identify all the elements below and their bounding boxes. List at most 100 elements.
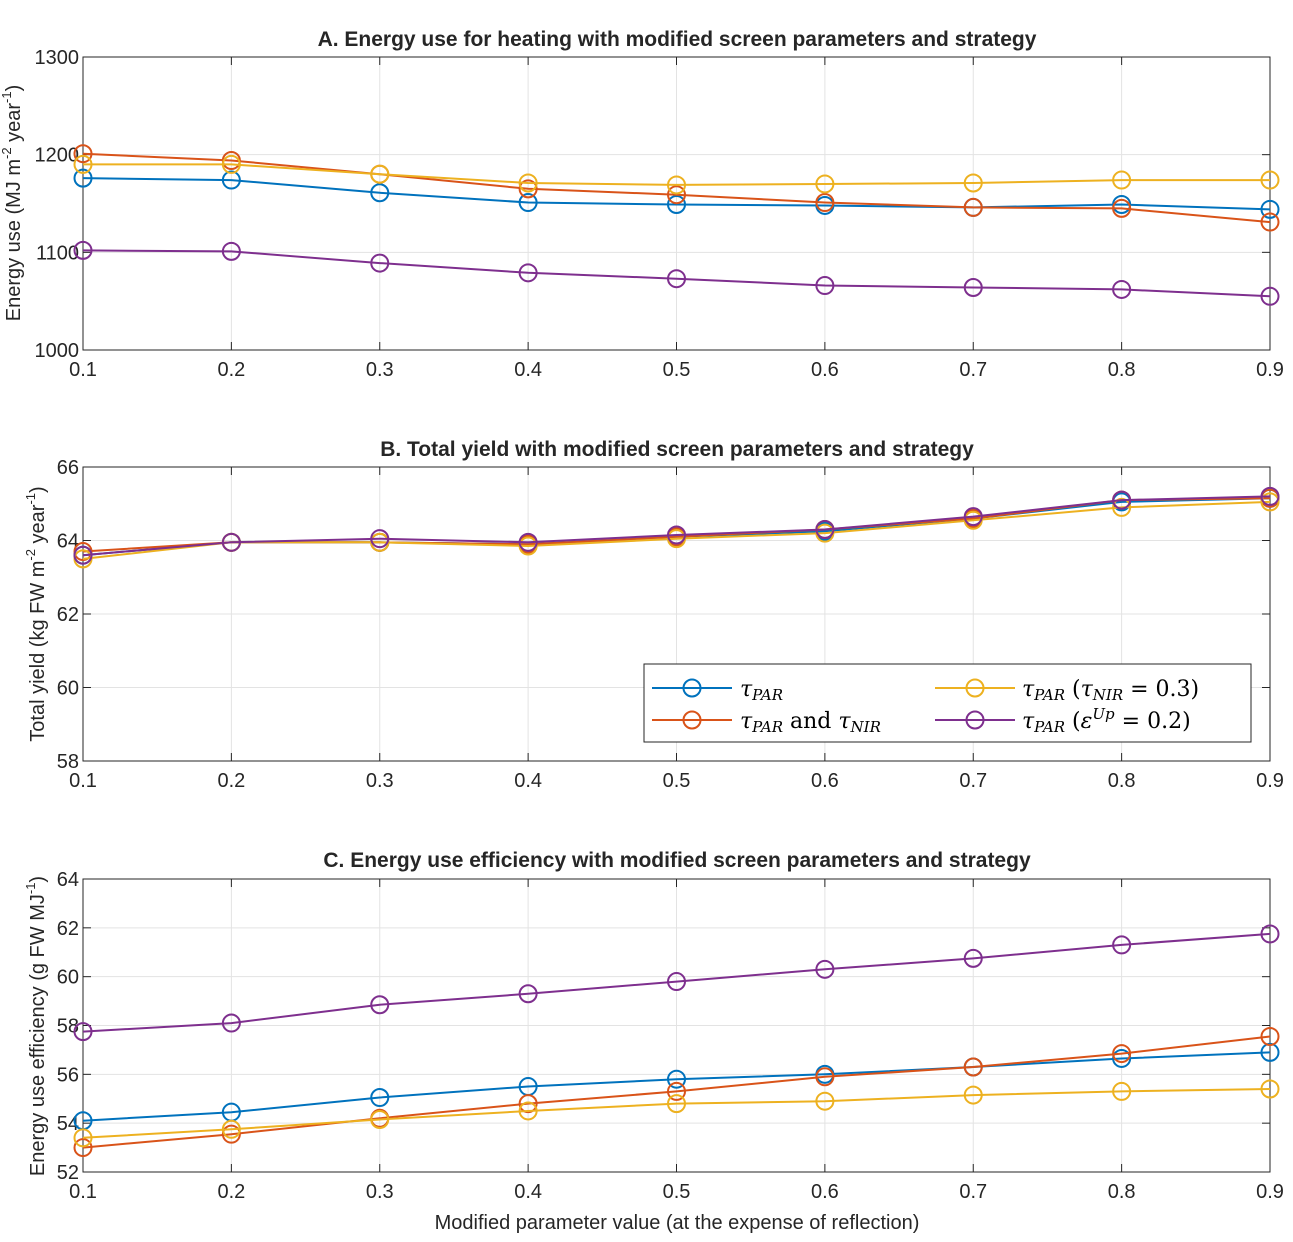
panel-a-x-tick-label: 0.1: [69, 359, 97, 381]
panel-a-point-tau-par-and-tau-nir: [73, 144, 93, 164]
panel-a-series-tau-par-eps-0-2: [73, 240, 1280, 306]
panel-a-x-tick-label: 0.8: [1108, 359, 1136, 381]
panel-c-point-tau-par-nir-0-3: [370, 1110, 390, 1130]
panel-a-point-tau-par-eps-0-2: [73, 240, 93, 260]
panel-b-point-tau-par-eps-0-2: [518, 532, 538, 552]
panel-a-point-tau-par: [667, 194, 686, 214]
panel-c-x-tick-label: 0.1: [69, 1181, 97, 1203]
panel-c-point-tau-par-and-tau-nir: [1260, 1026, 1280, 1046]
panel-b-x-tick-label: 0.5: [663, 770, 691, 792]
panel-a-point-tau-par-eps-0-2: [518, 263, 538, 283]
panel-c-line-tau-par-and-tau-nir: [82, 1035, 1271, 1149]
legend-box: [643, 663, 1252, 743]
panel-c-line-tau-par: [82, 1051, 1271, 1122]
legend-marker-tau-par-nir-0-3: [965, 678, 985, 698]
legend-marker-tau-par-eps-0-2: [965, 710, 985, 730]
panel-a-line-tau-par-eps-0-2: [82, 249, 1271, 298]
panel-c-point-tau-par-eps-0-2: [221, 1013, 241, 1033]
panel-a-point-tau-par-nir-0-3: [1112, 170, 1132, 190]
panel-a-x-tick-label: 0.7: [959, 359, 987, 381]
panel-a-y-axis-label: Energy use (MJ m-2 year-1): [0, 85, 25, 322]
panel-b-y-tick-label: 64: [57, 531, 79, 553]
panel-b-point-tau-par-nir-0-3: [1112, 497, 1132, 517]
panel-a-point-tau-par-nir-0-3: [73, 154, 93, 174]
panel-b-point-tau-par-eps-0-2: [370, 529, 390, 549]
panel-c-point-tau-par-and-tau-nir: [221, 1124, 241, 1144]
panel-b-point-tau-par-eps-0-2: [1260, 486, 1280, 506]
panel-c-y-tick-label: 62: [57, 918, 79, 940]
panel-c-y-tick-label: 56: [57, 1064, 79, 1086]
panel-c-y-tick-label: 60: [57, 967, 79, 989]
panel-b-point-tau-par-eps-0-2: [1112, 490, 1132, 510]
panel-b-line-tau-par-eps-0-2: [82, 495, 1271, 557]
panel-a-point-tau-par: [73, 168, 93, 188]
panel-a-point-tau-par: [518, 193, 538, 213]
panel-a-point-tau-par-nir-0-3: [815, 174, 835, 194]
panel-b-title: B. Total yield with modified screen para…: [380, 438, 974, 461]
panel-a-title: A. Energy use for heating with modified …: [318, 28, 1037, 51]
panel-c-point-tau-par-nir-0-3: [963, 1085, 983, 1105]
panel-a-y-tick-label: 1300: [35, 47, 80, 69]
panel-a-x-tick-label: 0.3: [366, 359, 394, 381]
panel-c-point-tau-par-and-tau-nir: [1112, 1044, 1132, 1064]
panel-a-point-tau-par: [221, 170, 241, 190]
panel-a-point-tau-par: [1260, 199, 1280, 219]
panel-c-point-tau-par-eps-0-2: [1260, 924, 1280, 944]
panel-c-y-tick-label: 54: [57, 1113, 79, 1135]
panel-c-point-tau-par-and-tau-nir: [73, 1138, 93, 1158]
panel-c-point-tau-par: [667, 1069, 686, 1089]
panel-a-point-tau-par-nir-0-3: [1260, 170, 1280, 190]
panel-a-series-tau-par-nir-0-3: [73, 154, 1280, 195]
panel-a-point-tau-par-eps-0-2: [370, 253, 390, 273]
panel-a-y-tick-label: 1100: [36, 242, 79, 264]
legend-marker-tau-par-and-tau-nir: [682, 710, 702, 730]
panel-c-point-tau-par-nir-0-3: [1260, 1079, 1280, 1099]
panel-a-y-tick-label: 1200: [35, 145, 80, 167]
panel-b-x-tick-label: 0.8: [1108, 770, 1136, 792]
panel-b-line-tau-par-nir-0-3: [82, 500, 1271, 560]
panel-a-point-tau-par-eps-0-2: [963, 277, 983, 297]
panel-a-x-tick-label: 0.2: [217, 359, 245, 381]
panel-b-x-tick-label: 0.9: [1256, 770, 1284, 792]
panel-c-point-tau-par-eps-0-2: [667, 972, 686, 992]
panel-c-point-tau-par-nir-0-3: [1112, 1081, 1132, 1101]
panel-a-point-tau-par-and-tau-nir: [963, 197, 983, 217]
panel-a-point-tau-par-and-tau-nir: [1112, 198, 1132, 218]
panel-c-point-tau-par-eps-0-2: [73, 1022, 93, 1042]
panel-b-y-tick-label: 62: [57, 604, 79, 626]
panel-a-line-tau-par-nir-0-3: [83, 163, 1270, 186]
panel-c-x-tick-label: 0.6: [811, 1181, 839, 1203]
panel-c-plot-area: 0.1 0.2 0.3 0.4 0.5 0.6 0.7 0.8 0.9 52 54 56 58 60 62 6…: [57, 869, 1284, 1203]
panel-a-point-tau-par-nir-0-3: [221, 154, 241, 174]
panel-c-point-tau-par: [1260, 1042, 1280, 1062]
panel-c: 0.1 0.2 0.3 0.4 0.5 0.6 0.7 0.8 0.9 52 54 56 58 60 62 6…: [23, 849, 1284, 1234]
panel-c-title: C. Energy use efficiency with modified s…: [323, 849, 1031, 872]
panel-c-y-tick-label: 58: [57, 1016, 79, 1038]
x-axis-label: Modified parameter value (at the expense…: [435, 1212, 920, 1234]
panel-c-x-tick-label: 0.2: [217, 1181, 245, 1203]
panel-a-point-tau-par-eps-0-2: [815, 276, 835, 296]
panel-b-point-tau-par-eps-0-2: [73, 545, 93, 565]
panel-c-series-tau-par-nir-0-3: [73, 1079, 1280, 1148]
panel-c-x-tick-label: 0.7: [959, 1181, 987, 1203]
panel-a-point-tau-par-nir-0-3: [963, 173, 983, 193]
panel-c-line-tau-par-eps-0-2: [82, 932, 1271, 1033]
panel-b-point-tau-par-eps-0-2: [667, 525, 686, 545]
panel-c-point-tau-par-nir-0-3: [221, 1119, 241, 1139]
panel-a-point-tau-par-eps-0-2: [667, 269, 686, 289]
panel-a-point-tau-par-and-tau-nir: [1260, 212, 1280, 232]
panel-c-x-tick-label: 0.8: [1108, 1181, 1136, 1203]
panel-a-x-tick-label: 0.4: [514, 359, 542, 381]
panel-b-x-tick-label: 0.6: [811, 770, 839, 792]
panel-c-point-tau-par-nir-0-3: [667, 1094, 686, 1114]
panel-c-x-tick-label: 0.5: [663, 1181, 691, 1203]
panel-a-line-tau-par-and-tau-nir: [82, 152, 1271, 224]
panel-a-point-tau-par-eps-0-2: [221, 241, 241, 261]
panel-a-point-tau-par-nir-0-3: [667, 175, 686, 195]
panel-b-x-tick-label: 0.2: [217, 770, 245, 792]
panel-a-point-tau-par-and-tau-nir: [518, 179, 538, 199]
panel-c-point-tau-par-nir-0-3: [73, 1128, 93, 1148]
panel-b-series-tau-par-eps-0-2: [73, 486, 1280, 565]
panel-c-point-tau-par-eps-0-2: [370, 995, 390, 1015]
